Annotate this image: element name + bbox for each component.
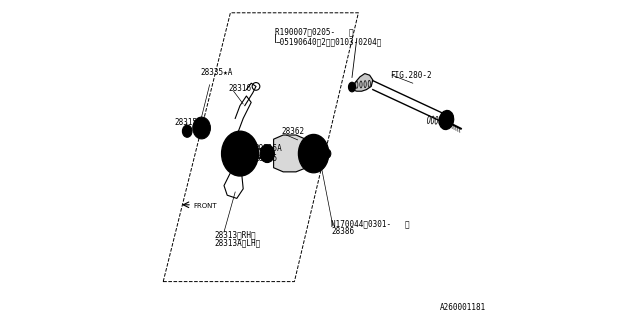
Ellipse shape <box>439 110 454 130</box>
Ellipse shape <box>221 131 259 176</box>
Text: 28313〈RH〉: 28313〈RH〉 <box>214 231 256 240</box>
Text: 28362: 28362 <box>282 127 305 136</box>
Text: R190007〨0205-   〩: R190007〨0205- 〩 <box>275 28 354 36</box>
Text: −05190640㊂2〩〨0103-0204〩: −05190640㊂2〩〨0103-0204〩 <box>275 37 381 46</box>
Text: A260001181: A260001181 <box>440 303 486 312</box>
Text: 28335★A: 28335★A <box>200 68 232 76</box>
Ellipse shape <box>298 134 329 173</box>
Polygon shape <box>351 74 372 91</box>
Text: FRONT: FRONT <box>193 204 217 209</box>
Ellipse shape <box>260 145 275 163</box>
Text: 28386: 28386 <box>332 228 355 236</box>
Text: 28316: 28316 <box>229 84 252 92</box>
Text: 28315B: 28315B <box>174 118 202 127</box>
Text: 28313A〈LH〉: 28313A〈LH〉 <box>214 239 260 248</box>
Ellipse shape <box>349 82 356 92</box>
Ellipse shape <box>193 117 211 139</box>
Text: FIG.280-2: FIG.280-2 <box>390 71 432 80</box>
Circle shape <box>198 125 205 131</box>
Text: 29315A: 29315A <box>254 144 282 153</box>
Text: N170044〨0301-   〩: N170044〨0301- 〩 <box>332 220 410 228</box>
Polygon shape <box>274 135 310 172</box>
Ellipse shape <box>182 125 192 137</box>
Text: 28365: 28365 <box>254 154 278 163</box>
Ellipse shape <box>324 149 331 158</box>
